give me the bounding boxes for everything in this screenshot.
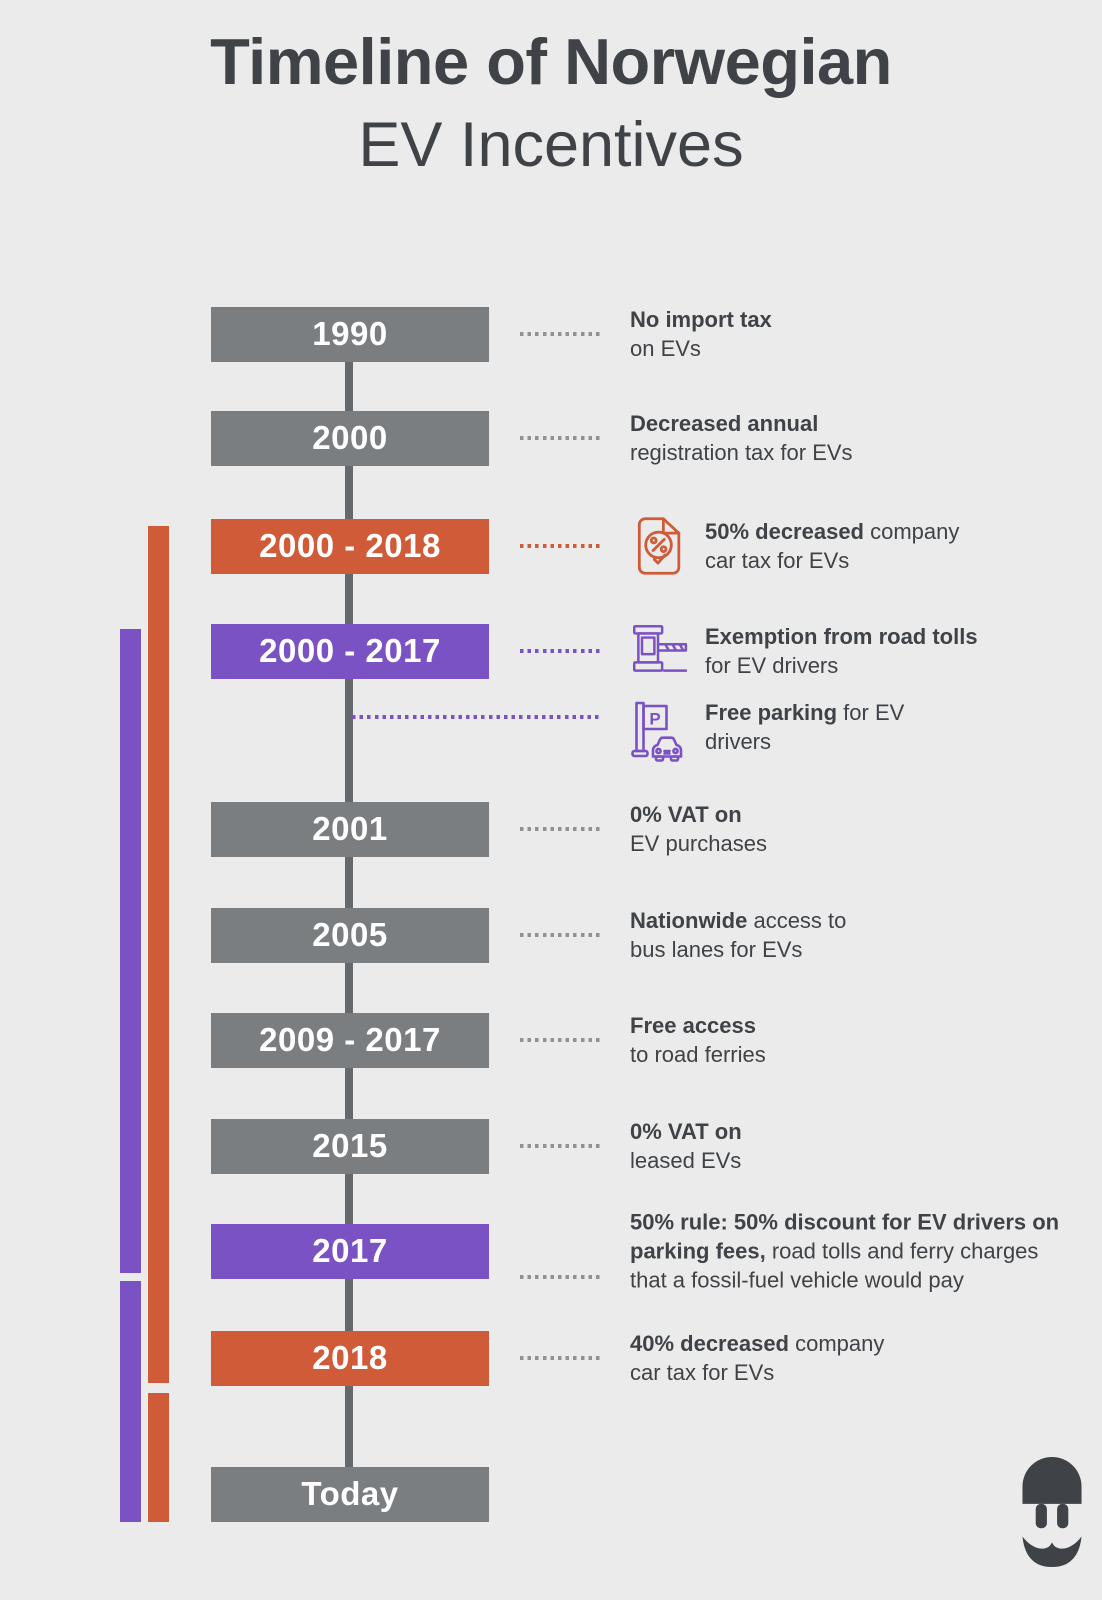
title-line-1: Timeline of Norwegian [210, 25, 892, 98]
connector-dots [520, 1356, 600, 1360]
connector-dots [520, 436, 600, 440]
description-bold-text: Nationwide [630, 908, 748, 933]
row-description: 0% VAT on leased EVs [630, 1117, 742, 1175]
toll-booth-icon [626, 619, 690, 683]
row-description: 50% decreased company car tax for EVs [705, 517, 959, 575]
description-bold-text: 0% VAT on [630, 802, 742, 827]
timeline-box-today: Today [211, 1466, 489, 1522]
timeline-box-2015: 2015 [211, 1118, 489, 1174]
description-text: for EV drivers [705, 700, 905, 754]
description-bold-text: 0% VAT on [630, 1119, 742, 1144]
row-description: No import tax on EVs [630, 305, 772, 363]
description-bold-text: Free parking [705, 700, 838, 725]
row-description: Exemption from road tolls for EV drivers [705, 622, 978, 680]
description-text: EV purchases [630, 831, 767, 856]
timeline-box-2018: 2018 [211, 1330, 489, 1386]
timeline-box-2000-2018: 2000 - 2018 [211, 518, 489, 574]
timeline-box-2017: 2017 [211, 1223, 489, 1279]
svg-text:P: P [649, 710, 660, 729]
timeline-box-2005: 2005 [211, 907, 489, 963]
timeline-box-2009-2017: 2009 - 2017 [211, 1012, 489, 1068]
parking-icon: P [626, 699, 690, 763]
timeline-box-label: 2005 [312, 916, 388, 953]
connector-dots [520, 649, 600, 653]
timeline-box-label: 2009 - 2017 [259, 1021, 441, 1058]
row-description: Nationwide access to bus lanes for EVs [630, 906, 846, 964]
timeline-box-label: 2000 [312, 419, 388, 456]
connector-dots [352, 715, 600, 719]
timeline-box-1990: 1990 [211, 306, 489, 362]
row-description: 40% decreased company car tax for EVs [630, 1329, 884, 1387]
timeline-box-2001: 2001 [211, 801, 489, 857]
timeline-box-label: 2018 [312, 1339, 388, 1376]
description-bold-text: 50% rule: 50% discount for EV drivers on… [630, 1209, 1060, 1264]
connector-dots [520, 1275, 600, 1279]
purple-duration-bar-upper [120, 629, 141, 1273]
timeline-box-label: 2015 [312, 1127, 388, 1164]
description-text: leased EVs [630, 1148, 742, 1173]
connector-dots [520, 1144, 600, 1148]
description-text: company car tax for EVs [630, 1331, 885, 1385]
description-text: road tolls and ferry charges that a foss… [630, 1238, 1039, 1293]
connector-dots [520, 544, 600, 548]
timeline-box-label: 2017 [312, 1232, 388, 1269]
connector-dots [520, 332, 600, 336]
description-bold-text: 40% decreased [630, 1331, 789, 1356]
timeline-box-2000-2017: 2000 - 2017 [211, 623, 489, 679]
orange-duration-bar-upper [148, 526, 169, 1383]
connector-dots [520, 933, 600, 937]
timeline-box-2000: 2000 [211, 410, 489, 466]
row-description: 50% rule: 50% discount for EV drivers on… [630, 1208, 1059, 1295]
description-text: registration tax for EVs [630, 440, 853, 465]
row-description: Decreased annual registration tax for EV… [630, 409, 853, 467]
connector-dots [520, 1038, 600, 1042]
row-description: Free parking for EV drivers [705, 698, 904, 756]
title-line-2: EV Incentives [358, 109, 744, 180]
description-bold-text: 50% decreased [705, 519, 864, 544]
timeline-box-label: 2001 [312, 810, 388, 847]
timeline-box-label: 1990 [312, 315, 388, 352]
description-text: to road ferries [630, 1042, 766, 1067]
description-bold-text: Exemption from road tolls [705, 624, 978, 649]
row-description: Free access to road ferries [630, 1011, 766, 1069]
description-text: for EV drivers [705, 653, 839, 678]
page-title: Timeline of Norwegian EV Incentives [0, 18, 1102, 183]
description-text: access to bus lanes for EVs [630, 908, 847, 962]
tax-document-icon [626, 514, 690, 578]
timeline-box-label: 2000 - 2018 [259, 527, 441, 564]
timeline-box-label: 2000 - 2017 [259, 632, 441, 669]
description-text: on EVs [630, 336, 701, 361]
row-description: 0% VAT on EV purchases [630, 800, 767, 858]
description-text: company car tax for EVs [705, 519, 960, 573]
connector-dots [520, 827, 600, 831]
plug-mustache-logo [1022, 1457, 1082, 1567]
description-bold-text: No import tax [630, 307, 772, 332]
purple-duration-bar-lower [120, 1281, 141, 1522]
timeline-box-label: Today [301, 1475, 399, 1512]
orange-duration-bar-lower [148, 1393, 169, 1522]
description-bold-text: Free access [630, 1013, 756, 1038]
description-bold-text: Decreased annual [630, 411, 819, 436]
